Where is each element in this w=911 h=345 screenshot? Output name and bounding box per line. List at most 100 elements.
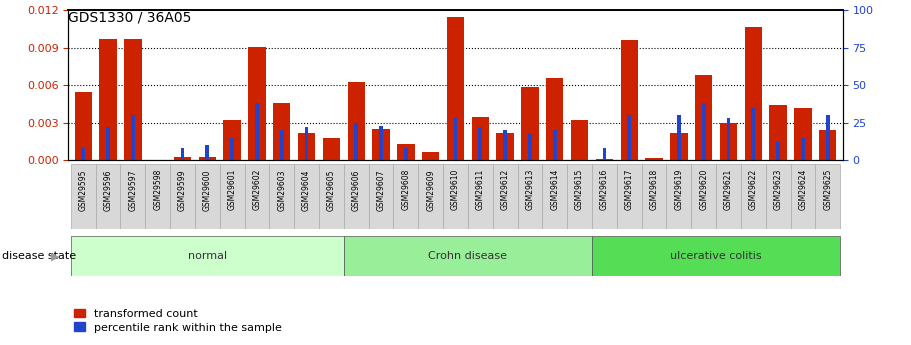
Text: GSM29608: GSM29608 [402,169,410,210]
Bar [620,40,638,160]
Bar [542,164,568,229]
Text: GSM29615: GSM29615 [575,169,584,210]
Bar [776,142,780,160]
Text: Crohn disease: Crohn disease [428,251,507,261]
Bar [592,164,617,229]
Text: disease state: disease state [2,252,76,261]
Bar [695,75,712,160]
Bar [280,130,283,160]
Bar [826,115,830,160]
Bar [96,164,120,229]
Bar [354,123,358,160]
Bar [71,236,343,276]
Bar [304,127,309,160]
Text: GSM29624: GSM29624 [798,169,807,210]
Bar [273,103,291,160]
Text: ulcerative colitis: ulcerative colitis [670,251,762,261]
Bar [766,164,791,229]
Text: GSM29609: GSM29609 [426,169,435,210]
Bar [478,127,482,160]
Bar [503,130,507,160]
Bar [347,82,365,160]
Bar [107,127,110,160]
Bar [819,130,836,160]
Text: GSM29600: GSM29600 [203,169,212,210]
Text: GSM29595: GSM29595 [78,169,87,210]
Bar [752,108,755,160]
Bar [180,148,184,160]
Text: GSM29620: GSM29620 [699,169,708,210]
Bar [99,39,117,160]
Bar [255,104,259,160]
Bar [677,115,681,160]
Text: GSM29621: GSM29621 [724,169,733,210]
Bar [294,164,319,229]
Text: GDS1330 / 36A05: GDS1330 / 36A05 [68,10,191,24]
Bar [369,164,394,229]
Text: GSM29606: GSM29606 [352,169,361,210]
Bar [244,164,270,229]
Bar [794,108,812,160]
Bar [568,164,592,229]
Bar [720,123,737,160]
Bar [791,164,815,229]
Text: GSM29613: GSM29613 [526,169,535,210]
Bar [298,133,315,160]
Bar [270,164,294,229]
Bar [71,164,96,229]
Bar [443,164,468,229]
Bar [691,164,716,229]
Bar [528,134,532,160]
Bar [75,92,92,160]
Bar [670,133,688,160]
Text: GSM29622: GSM29622 [749,169,758,210]
Bar [628,115,631,160]
Bar [770,105,787,160]
Text: GSM29596: GSM29596 [104,169,113,210]
Text: GSM29603: GSM29603 [277,169,286,210]
Bar [418,164,443,229]
Bar [801,138,804,160]
Text: GSM29607: GSM29607 [376,169,385,210]
Bar [81,148,85,160]
Bar [571,120,589,160]
Bar [701,104,705,160]
Bar [174,157,191,160]
Bar [394,164,418,229]
Text: GSM29625: GSM29625 [824,169,833,210]
Text: GSM29604: GSM29604 [302,169,311,210]
Bar [199,157,216,160]
Text: normal: normal [188,251,227,261]
Bar [815,164,840,229]
Text: GSM29611: GSM29611 [476,169,485,210]
Bar [373,129,390,160]
Text: GSM29601: GSM29601 [228,169,237,210]
Text: GSM29597: GSM29597 [128,169,138,210]
Text: ▶: ▶ [51,252,59,261]
Text: GSM29605: GSM29605 [327,169,336,210]
Bar [379,126,383,160]
Text: GSM29616: GSM29616 [600,169,609,210]
Bar [645,158,662,160]
Bar [521,87,538,160]
Bar [220,164,244,229]
Text: GSM29617: GSM29617 [625,169,634,210]
Bar [170,164,195,229]
Text: GSM29619: GSM29619 [674,169,683,210]
Bar [404,148,408,160]
Legend: transformed count, percentile rank within the sample: transformed count, percentile rank withi… [74,309,281,333]
Bar [667,164,691,229]
Bar [493,164,517,229]
Text: GSM29610: GSM29610 [451,169,460,210]
Text: GSM29598: GSM29598 [153,169,162,210]
Bar [592,236,840,276]
Bar [472,117,489,160]
Text: GSM29602: GSM29602 [252,169,261,210]
Bar [343,164,369,229]
Bar [496,133,514,160]
Bar [517,164,542,229]
Bar [596,159,613,160]
Bar [322,138,340,160]
Bar [223,120,241,160]
Bar [468,164,493,229]
